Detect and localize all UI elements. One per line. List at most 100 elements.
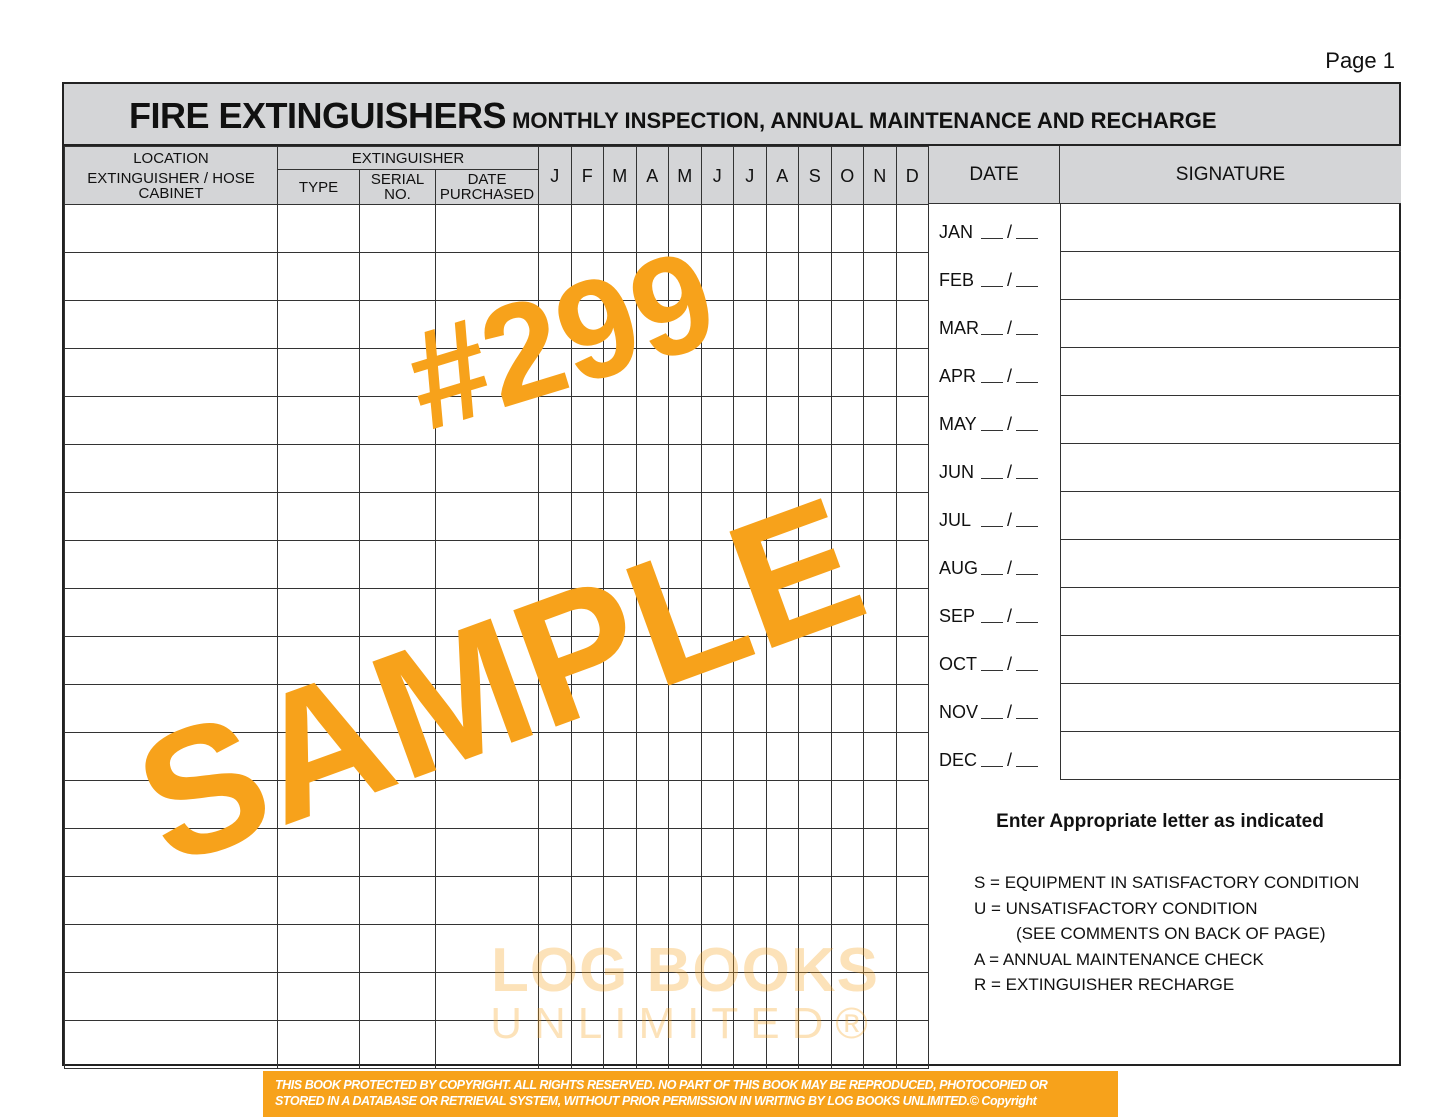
signature-field[interactable] [1060, 444, 1401, 492]
month-cell[interactable] [538, 396, 572, 445]
month-blank[interactable] [1016, 622, 1039, 623]
month-cell[interactable] [603, 732, 637, 781]
month-cell[interactable] [733, 540, 767, 589]
month-cell[interactable] [895, 924, 930, 973]
month-cell[interactable] [570, 396, 605, 445]
month-cell[interactable] [635, 828, 670, 877]
month-cell[interactable] [765, 540, 800, 589]
month-cell[interactable] [668, 492, 702, 541]
month-cell[interactable] [733, 732, 767, 781]
month-blank[interactable] [1016, 430, 1039, 431]
serial-cell[interactable] [359, 444, 436, 493]
month-cell[interactable] [895, 876, 930, 925]
month-cell[interactable] [570, 492, 605, 541]
month-cell[interactable] [538, 348, 572, 397]
month-cell[interactable] [798, 348, 832, 397]
serial-cell[interactable] [359, 348, 436, 397]
month-cell[interactable] [603, 300, 637, 349]
date-purchased-cell[interactable] [434, 252, 540, 301]
month-cell[interactable] [538, 732, 572, 781]
month-cell[interactable] [668, 204, 702, 253]
month-cell[interactable] [538, 684, 572, 733]
date-entry[interactable]: DEC / [939, 750, 1039, 771]
month-cell[interactable] [733, 204, 767, 253]
month-blank[interactable] [1016, 526, 1039, 527]
date-entry[interactable]: APR / [939, 366, 1039, 387]
month-cell[interactable] [765, 204, 800, 253]
month-cell[interactable] [863, 252, 897, 301]
type-cell[interactable] [277, 684, 360, 733]
month-cell[interactable] [668, 1020, 702, 1069]
month-cell[interactable] [895, 780, 930, 829]
month-cell[interactable] [570, 204, 605, 253]
location-cell[interactable] [64, 348, 278, 397]
month-cell[interactable] [830, 780, 865, 829]
day-blank[interactable] [981, 478, 1003, 479]
serial-cell[interactable] [359, 396, 436, 445]
date-purchased-cell[interactable] [434, 876, 540, 925]
serial-cell[interactable] [359, 252, 436, 301]
month-cell[interactable] [538, 780, 572, 829]
month-cell[interactable] [863, 684, 897, 733]
month-cell[interactable] [603, 492, 637, 541]
month-cell[interactable] [700, 1020, 735, 1069]
type-cell[interactable] [277, 252, 360, 301]
month-cell[interactable] [765, 348, 800, 397]
month-cell[interactable] [570, 684, 605, 733]
month-cell[interactable] [895, 828, 930, 877]
month-cell[interactable] [863, 1020, 897, 1069]
type-cell[interactable] [277, 396, 360, 445]
month-cell[interactable] [733, 1020, 767, 1069]
month-cell[interactable] [733, 636, 767, 685]
location-cell[interactable] [64, 780, 278, 829]
month-blank[interactable] [1016, 382, 1039, 383]
month-cell[interactable] [798, 396, 832, 445]
month-cell[interactable] [538, 492, 572, 541]
month-blank[interactable] [1016, 478, 1039, 479]
month-cell[interactable] [863, 876, 897, 925]
month-cell[interactable] [798, 828, 832, 877]
month-cell[interactable] [668, 828, 702, 877]
month-cell[interactable] [830, 444, 865, 493]
date-entry[interactable]: JUN / [939, 462, 1039, 483]
month-cell[interactable] [798, 492, 832, 541]
month-cell[interactable] [570, 636, 605, 685]
month-cell[interactable] [635, 300, 670, 349]
serial-cell[interactable] [359, 588, 436, 637]
type-cell[interactable] [277, 492, 360, 541]
month-cell[interactable] [668, 684, 702, 733]
date-entry[interactable]: NOV / [939, 702, 1039, 723]
month-cell[interactable] [668, 444, 702, 493]
serial-cell[interactable] [359, 972, 436, 1021]
date-purchased-cell[interactable] [434, 348, 540, 397]
month-cell[interactable] [830, 300, 865, 349]
month-cell[interactable] [603, 828, 637, 877]
serial-cell[interactable] [359, 540, 436, 589]
month-cell[interactable] [733, 252, 767, 301]
location-cell[interactable] [64, 492, 278, 541]
location-cell[interactable] [64, 924, 278, 973]
month-cell[interactable] [603, 444, 637, 493]
signature-field[interactable] [1060, 540, 1401, 588]
month-cell[interactable] [895, 540, 930, 589]
month-cell[interactable] [635, 540, 670, 589]
month-blank[interactable] [1016, 718, 1039, 719]
month-cell[interactable] [570, 1020, 605, 1069]
signature-field[interactable] [1060, 588, 1401, 636]
serial-cell[interactable] [359, 924, 436, 973]
month-cell[interactable] [830, 828, 865, 877]
month-cell[interactable] [895, 204, 930, 253]
month-cell[interactable] [538, 300, 572, 349]
type-cell[interactable] [277, 588, 360, 637]
month-cell[interactable] [700, 828, 735, 877]
month-cell[interactable] [863, 396, 897, 445]
month-cell[interactable] [895, 252, 930, 301]
month-cell[interactable] [700, 396, 735, 445]
day-blank[interactable] [981, 286, 1003, 287]
day-blank[interactable] [981, 430, 1003, 431]
serial-cell[interactable] [359, 492, 436, 541]
date-entry[interactable]: SEP / [939, 606, 1039, 627]
month-blank[interactable] [1016, 766, 1039, 767]
serial-cell[interactable] [359, 204, 436, 253]
month-cell[interactable] [830, 204, 865, 253]
